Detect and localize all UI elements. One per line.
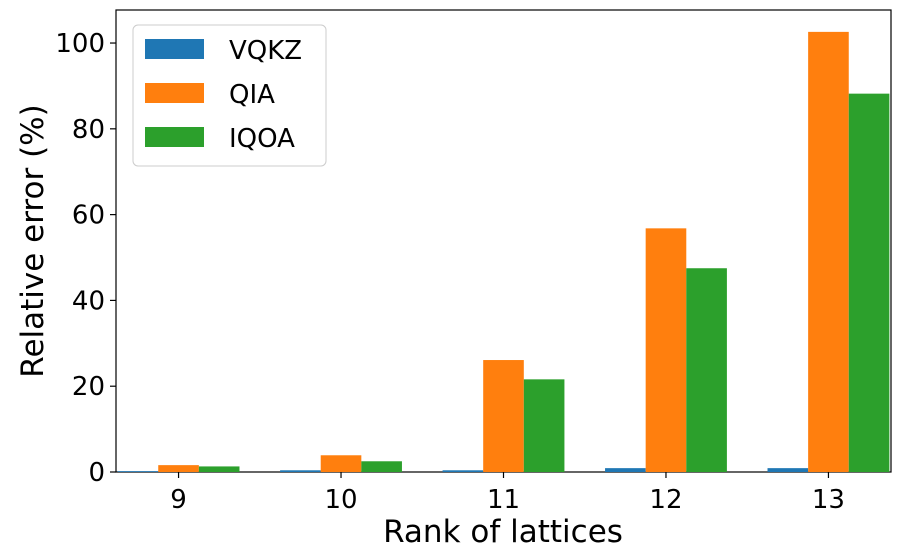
legend-swatch-vqkz xyxy=(145,39,204,59)
x-tick-label: 11 xyxy=(487,485,520,515)
y-tick-label: 80 xyxy=(72,115,105,145)
bar-vqkz-11 xyxy=(442,470,484,472)
bar-qia-13 xyxy=(808,31,849,472)
y-tick-label: 20 xyxy=(72,372,105,402)
bar-qia-10 xyxy=(320,455,362,472)
y-tick-label: 60 xyxy=(72,201,105,231)
x-axis-label: Rank of lattices xyxy=(383,514,623,550)
bar-qia-9 xyxy=(158,465,199,472)
legend-label-qia: QIA xyxy=(229,80,275,110)
x-tick-label: 9 xyxy=(170,485,187,515)
bars-group xyxy=(117,31,890,473)
bar-qia-12 xyxy=(645,228,687,472)
legend-label-vqkz: VQKZ xyxy=(229,36,302,66)
legend-label-iqoa: IQOA xyxy=(229,124,295,154)
bar-vqkz-9 xyxy=(117,471,159,472)
bar-vqkz-12 xyxy=(605,468,646,472)
y-axis-label: Relative error (%) xyxy=(15,104,51,377)
legend-swatch-qia xyxy=(145,83,204,103)
legend-swatch-iqoa xyxy=(145,127,204,147)
bar-qia-11 xyxy=(483,360,524,472)
bar-iqoa-13 xyxy=(848,93,890,473)
y-axis: 0 20 40 60 80 100 xyxy=(55,29,116,488)
x-tick-label: 13 xyxy=(812,485,845,515)
bar-vqkz-13 xyxy=(767,468,809,472)
bar-iqoa-11 xyxy=(523,379,565,472)
y-tick-label: 0 xyxy=(88,458,105,488)
x-tick-label: 10 xyxy=(324,485,357,515)
bar-iqoa-10 xyxy=(361,461,402,472)
y-tick-label: 100 xyxy=(55,29,105,59)
x-axis: 9 10 11 12 13 xyxy=(170,472,845,515)
x-tick-label: 12 xyxy=(649,485,682,515)
bar-iqoa-12 xyxy=(686,268,727,472)
bar-iqoa-9 xyxy=(198,466,240,472)
y-tick-label: 40 xyxy=(72,286,105,316)
legend: VQKZ QIA IQOA xyxy=(132,24,327,167)
bar-vqkz-10 xyxy=(280,470,321,472)
